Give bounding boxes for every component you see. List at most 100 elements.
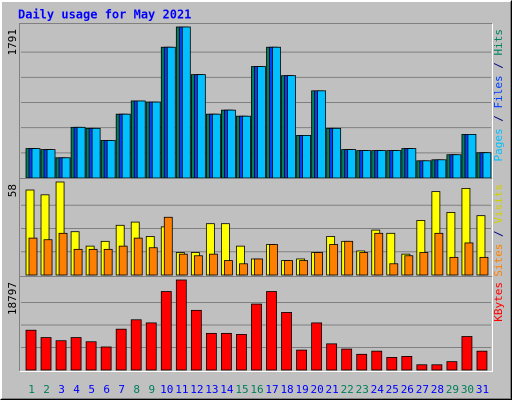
bar (40, 337, 52, 371)
bar (281, 312, 292, 371)
bar (269, 244, 278, 276)
bar (401, 355, 413, 371)
x-tick-label: 12 (190, 383, 203, 396)
bar (91, 127, 101, 179)
bar (419, 252, 429, 276)
bar (452, 154, 462, 179)
bar (404, 255, 414, 276)
x-tick-label: 16 (250, 383, 263, 396)
bar (371, 350, 383, 371)
bar (464, 242, 474, 276)
bar (166, 46, 176, 179)
bar (329, 244, 339, 276)
y-tick-label: 1791 (6, 29, 19, 56)
x-tick-label: 1 (28, 383, 35, 396)
bar (326, 343, 338, 371)
bar (163, 216, 173, 276)
bar (145, 322, 157, 371)
bar (416, 364, 428, 371)
bar (178, 253, 188, 276)
legend-entry: Visits (492, 184, 505, 224)
chart-title: Daily usage for May 2021 (18, 8, 191, 22)
bar (28, 237, 38, 276)
bar (121, 113, 131, 179)
x-tick-label: 14 (220, 383, 234, 396)
bar (302, 135, 311, 179)
bar (251, 303, 262, 371)
bar (347, 149, 357, 179)
x-tick-label: 15 (235, 383, 248, 396)
bar (85, 341, 97, 371)
legend-entry: Hits (492, 29, 505, 56)
bar (70, 337, 82, 371)
x-tick-label: 21 (326, 383, 339, 396)
x-tick-label: 3 (58, 383, 65, 396)
x-tick-label: 30 (461, 383, 474, 396)
legend-entry: Pages (492, 128, 505, 161)
bar (118, 245, 128, 276)
bar (386, 357, 398, 371)
bar (193, 255, 203, 276)
bar (299, 260, 308, 276)
bar (272, 46, 281, 179)
bar (224, 260, 233, 276)
bar (25, 329, 37, 371)
bar (479, 256, 489, 276)
x-tick-label: 24 (371, 383, 385, 396)
bar (133, 237, 143, 276)
bar (73, 248, 83, 276)
x-tick-label: 11 (175, 383, 188, 396)
x-tick-label: 6 (103, 383, 110, 396)
bar (362, 150, 372, 179)
bar (482, 152, 492, 179)
bar (236, 334, 247, 371)
x-tick-label: 18 (280, 383, 293, 396)
legend-entry: KBytes (492, 282, 505, 322)
x-tick-label: 9 (148, 383, 155, 396)
bar (374, 232, 384, 276)
bar (332, 127, 342, 179)
x-tick-label: 8 (133, 383, 140, 396)
bar (136, 100, 146, 179)
legend-entry: Sites (492, 244, 505, 277)
y-tick-label: 58 (6, 184, 19, 197)
x-tick-label: 2 (43, 383, 50, 396)
x-tick-label: 17 (265, 383, 278, 396)
bar (196, 74, 206, 179)
bar (467, 134, 477, 179)
bar (287, 75, 296, 179)
bar (392, 150, 402, 179)
bar (239, 263, 248, 276)
panel-bevel (19, 276, 493, 372)
bar (431, 364, 443, 371)
bar (55, 340, 67, 371)
bar (437, 159, 447, 179)
x-tick-label: 26 (401, 383, 414, 396)
bar (88, 248, 98, 276)
bar (476, 350, 488, 371)
bar (100, 346, 112, 371)
bar (434, 232, 444, 276)
panel-bevel (19, 276, 493, 372)
panel-bevel (19, 178, 493, 277)
bar (242, 115, 251, 179)
bar (103, 248, 113, 276)
legend: KBytes (492, 282, 505, 322)
bar (115, 328, 127, 371)
bar (359, 252, 369, 276)
bar (377, 150, 387, 179)
x-tick-label: 25 (386, 383, 399, 396)
x-tick-label: 27 (416, 383, 429, 396)
x-tick-label: 5 (88, 383, 95, 396)
bar (311, 322, 323, 371)
bar (76, 126, 86, 179)
bar (61, 157, 71, 179)
legend-separator: / (492, 109, 505, 129)
bar (43, 239, 53, 276)
bar (175, 279, 187, 371)
legend-separator: / (492, 56, 505, 76)
bar (257, 66, 266, 179)
